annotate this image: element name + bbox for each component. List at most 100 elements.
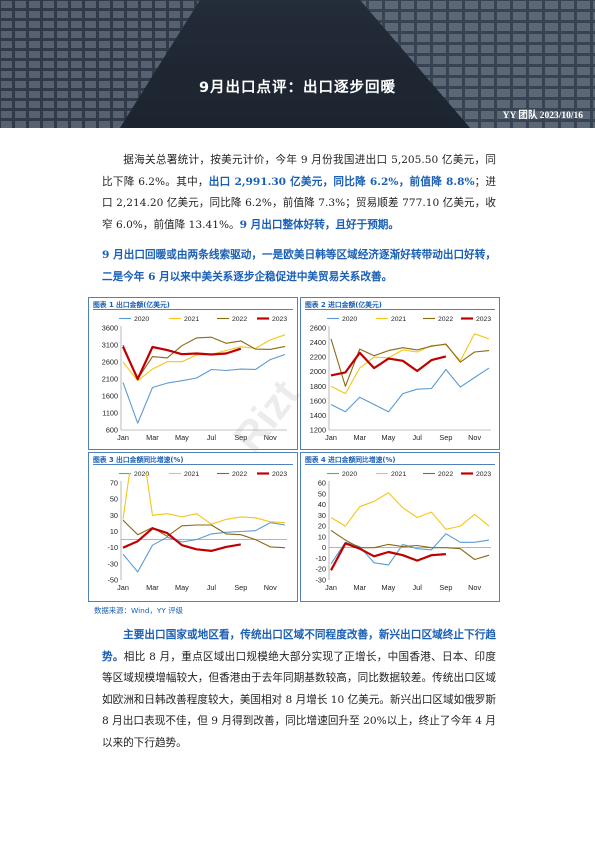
x-tick-label: May [382,583,396,592]
legend-label-2020: 2020 [134,471,149,478]
x-tick-label: Mar [353,433,366,442]
intro-highlight-1: 出口 2,991.30 亿美元，同比降 6.2%，前值降 8.8% [208,175,475,188]
header-banner: 9月出口点评：出口逐步回暖 YY 团队 2023/10/16 [0,0,595,128]
y-tick-label: 1200 [310,426,326,435]
series-line-2022 [122,519,286,549]
legend-label-2023: 2023 [272,471,287,478]
chart-3-plot: -50 -30 -10 10 30 50 70 Jan Mar May Jul Sep Nov 2020 2… [107,471,287,592]
x-tick-label: May [175,433,189,442]
y-tick-label: 70 [110,479,118,488]
legend-label-2022: 2022 [438,316,453,323]
series-line-2021 [330,492,490,530]
x-tick-label: Sep [439,433,452,442]
y-tick-label: 1800 [310,382,326,391]
x-tick-label: Jan [325,433,337,442]
chart-3-title: 图表 3 出口金额同比增速(%) [93,456,184,464]
x-tick-label: Jan [325,583,337,592]
series-line-2020 [122,522,286,573]
legend-label-2023: 2023 [476,471,491,478]
x-tick-label: Mar [146,583,159,592]
legend-label-2020: 2020 [342,316,357,323]
y-tick-label: 10 [318,532,326,541]
x-tick-label: Nov [468,583,481,592]
region-highlight: 主要出口国家或地区看，传统出口区域不同程度改善，新兴出口区域终止下行趋势。 [102,629,496,663]
chart-1-title: 图表 1 出口金额(亿美元) [93,301,170,309]
legend-label-2022: 2022 [232,316,247,323]
series-line-2022 [122,336,286,380]
y-tick-label: 2000 [310,367,326,376]
y-tick-label: 50 [110,495,118,504]
intro-highlight-2: 9 月出口整体好转，且好于预期。 [239,218,399,231]
y-tick-label: 1100 [102,409,118,418]
x-tick-label: May [175,583,189,592]
data-source: 数据来源：Wind，YY 评级 [94,606,184,615]
chart-1-plot: 600 1100 1600 2100 2600 3100 3600 Jan Mar May Jul S… [102,316,288,442]
x-tick-label: Jan [117,583,129,592]
legend-label-2022: 2022 [232,471,247,478]
chart-1: 图表 1 出口金额(亿美元) 600 1100 1600 2100 2600 3100 36… [88,297,298,450]
y-tick-label: 2600 [102,358,118,367]
y-tick-label: 50 [318,489,326,498]
series-line-2023 [121,345,242,381]
y-tick-label: 40 [318,500,326,509]
series-line-2021 [330,333,490,395]
y-tick-label: 10 [110,527,118,536]
y-tick-label: -20 [315,565,326,574]
x-tick-label: Jul [207,433,217,442]
y-tick-label: 3100 [102,341,118,350]
chart-2: 图表 2 进口金额(亿美元) 1200 1400 1600 1800 2000 2200 2… [300,297,500,450]
series-line-2020 [330,367,490,413]
series-line-2022 [330,529,490,561]
y-tick-label: 60 [318,479,326,488]
x-tick-label: May [382,433,396,442]
legend-label-2023: 2023 [476,316,491,323]
legend-label-2021: 2021 [184,316,199,323]
x-tick-label: Sep [234,583,247,592]
intro-text-1: 据海关总署统计，按美元计价，今年 9 月份我国进出口 5,205.50 亿美元，… [102,154,496,188]
x-tick-label: Sep [234,433,247,442]
x-tick-label: Jan [117,433,129,442]
y-tick-label: -50 [107,576,118,585]
y-tick-label: 1600 [310,396,326,405]
legend-label-2020: 2020 [134,316,149,323]
lead-text: 9 月出口回暖或由两条线索驱动，一是欧美日韩等区域经济逐渐好转带动出口好转，二是… [102,249,496,283]
y-tick-label: 30 [110,511,118,520]
lead-paragraph: 9 月出口回暖或由两条线索驱动，一是欧美日韩等区域经济逐渐好转带动出口好转，二是… [102,245,496,288]
chart-4: 图表 4 进口金额同比增速(%) -30 -20 -10 0 10 20 30 40 50 60 J… [300,452,500,602]
y-tick-label: 600 [106,426,118,435]
team-date: YY 团队 2023/10/16 [502,111,583,121]
legend-label-2021: 2021 [391,316,406,323]
legend-label-2020: 2020 [342,471,357,478]
legend-label-2021: 2021 [184,471,199,478]
chart-2-plot: 1200 1400 1600 1800 2000 2200 2400 2600 Jan Mar Ma… [310,316,492,442]
y-tick-label: 3600 [102,324,118,333]
y-tick-label: 1400 [310,411,326,420]
y-tick-label: 2600 [310,324,326,333]
y-tick-label: 2400 [310,338,326,347]
x-tick-label: Sep [439,583,452,592]
x-tick-label: Nov [264,433,277,442]
y-tick-label: 1600 [102,392,118,401]
x-tick-label: Nov [468,433,481,442]
series-line-2020 [122,353,286,424]
series-line-2022 [330,338,490,387]
y-tick-label: 2100 [102,375,118,384]
legend-label-2021: 2021 [391,471,406,478]
y-tick-label: 30 [318,511,326,520]
y-tick-label: -30 [107,559,118,568]
x-tick-label: Jul [413,583,423,592]
x-tick-label: Jul [413,433,423,442]
region-text: 相比 8 月，重点区域出口规模绝大部分实现了正增长，中国香港、日本、印度等区域规… [102,650,496,749]
series-line-2023 [330,351,447,377]
x-tick-label: Nov [264,583,277,592]
series-line-2020 [330,533,490,566]
y-tick-label: 20 [318,522,326,531]
page-title: 9月出口点评：出口逐步回暖 [198,80,397,96]
legend-label-2022: 2022 [438,471,453,478]
y-tick-label: 0 [322,543,326,552]
series-line-2023 [122,527,241,553]
x-tick-label: Mar [353,583,366,592]
y-tick-label: -30 [315,576,326,585]
region-paragraph: 主要出口国家或地区看，传统出口区域不同程度改善，新兴出口区域终止下行趋势。相比 … [102,625,496,754]
